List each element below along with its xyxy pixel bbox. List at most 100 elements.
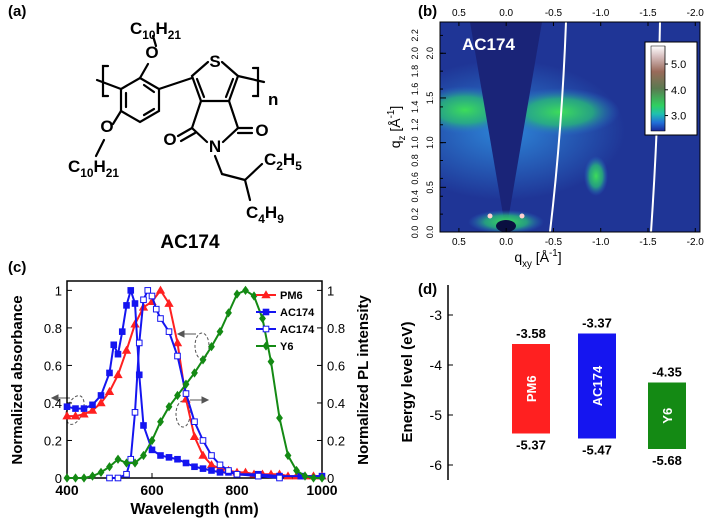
marker	[110, 341, 118, 349]
text-part: 9	[277, 212, 284, 226]
marker	[208, 342, 215, 352]
marker	[164, 298, 174, 307]
legend-marker	[261, 290, 271, 299]
marker	[140, 296, 147, 304]
peak	[487, 213, 493, 219]
y-tick-label: -3	[430, 307, 443, 323]
value-label: -3.58	[516, 326, 546, 341]
marker	[267, 357, 275, 367]
x-tick-label: -2.0	[687, 237, 705, 248]
thiophene-ring	[190, 60, 240, 103]
marker	[174, 455, 181, 463]
substituent: C10H21	[68, 157, 119, 180]
marker	[276, 474, 283, 482]
colorbar	[650, 45, 666, 132]
x-tick-label: 400	[55, 482, 79, 498]
y-axis-label: Energy level (eV)	[399, 322, 416, 443]
panel-label: (b)	[418, 3, 437, 20]
substituent: C2H5	[264, 150, 302, 173]
marker	[182, 459, 190, 467]
x-tick-label: -1.5	[639, 237, 657, 248]
atom-label: O	[100, 117, 113, 136]
bond	[94, 138, 106, 158]
text-part: 21	[106, 166, 120, 180]
y-tick-label: 1	[55, 283, 62, 298]
text-part: [Å	[387, 118, 403, 136]
bar-label: Y6	[660, 408, 675, 424]
bond	[142, 107, 156, 117]
marker	[174, 390, 181, 401]
bond	[179, 131, 197, 143]
marker	[140, 422, 147, 429]
marker	[259, 313, 266, 324]
lamellar-peak	[500, 88, 620, 136]
marker	[87, 405, 98, 414]
y2-tick-label: 0.6	[327, 358, 345, 373]
marker	[165, 402, 173, 412]
bond	[243, 178, 252, 202]
y-tick-label: 1.2	[410, 119, 420, 132]
bond	[220, 172, 247, 182]
bond	[95, 78, 123, 91]
marker	[106, 474, 113, 482]
y2-tick-label: 0.2	[327, 433, 345, 448]
bond	[138, 62, 150, 80]
value-label: -4.35	[652, 365, 682, 380]
marker	[113, 370, 123, 379]
marker	[131, 458, 139, 468]
panel-label: (a)	[8, 3, 26, 20]
marker	[216, 469, 224, 476]
imide-ring	[190, 99, 240, 144]
y-tick-label: -5	[430, 407, 443, 423]
marker	[155, 285, 166, 294]
bond	[213, 154, 224, 176]
marker	[225, 467, 232, 474]
x2-tick-label: 0.5	[452, 8, 466, 19]
legend-label: PM6	[280, 290, 303, 302]
marker	[106, 369, 113, 377]
marker	[72, 473, 79, 483]
y-tick-label: 0.8	[44, 321, 62, 336]
text-part: C	[264, 150, 276, 169]
marker	[165, 454, 173, 461]
marker	[233, 289, 241, 299]
bar-label: AC174	[590, 365, 605, 406]
atom-label: N	[209, 137, 221, 156]
text-part: 4	[258, 212, 265, 226]
marker	[182, 379, 190, 389]
text-part: H	[156, 19, 168, 38]
y2-tick-label: 0.5	[425, 181, 435, 194]
marker	[250, 291, 258, 301]
marker	[89, 401, 96, 409]
marker	[254, 472, 262, 480]
bar-label: PM6	[524, 375, 539, 402]
marker	[225, 308, 232, 318]
beamstop	[496, 220, 516, 232]
marker	[198, 450, 208, 459]
marker	[114, 350, 122, 358]
text-part: q	[514, 249, 522, 265]
marker	[233, 470, 241, 478]
bond	[176, 126, 194, 138]
bond	[195, 77, 206, 99]
marker	[157, 452, 164, 459]
legend-label: AC174	[280, 307, 315, 319]
y-tick-label: 0.6	[410, 172, 420, 185]
y-tick-label: -6	[430, 457, 443, 473]
marker	[318, 473, 326, 483]
colorbar-tick-label: 5.0	[671, 59, 686, 71]
marker	[189, 431, 200, 441]
x2-tick-label: -1.5	[639, 8, 657, 19]
marker	[63, 403, 71, 411]
marker	[135, 339, 143, 347]
legend-marker	[262, 308, 270, 316]
bond	[111, 109, 123, 126]
marker	[118, 328, 126, 335]
marker	[293, 465, 300, 476]
y-tick-label: 0.2	[410, 208, 420, 221]
atom-label: O	[255, 121, 268, 140]
compound-name: AC174	[160, 232, 220, 253]
marker	[97, 467, 105, 478]
x-axis-label: qxy [Å-1]	[514, 248, 561, 270]
